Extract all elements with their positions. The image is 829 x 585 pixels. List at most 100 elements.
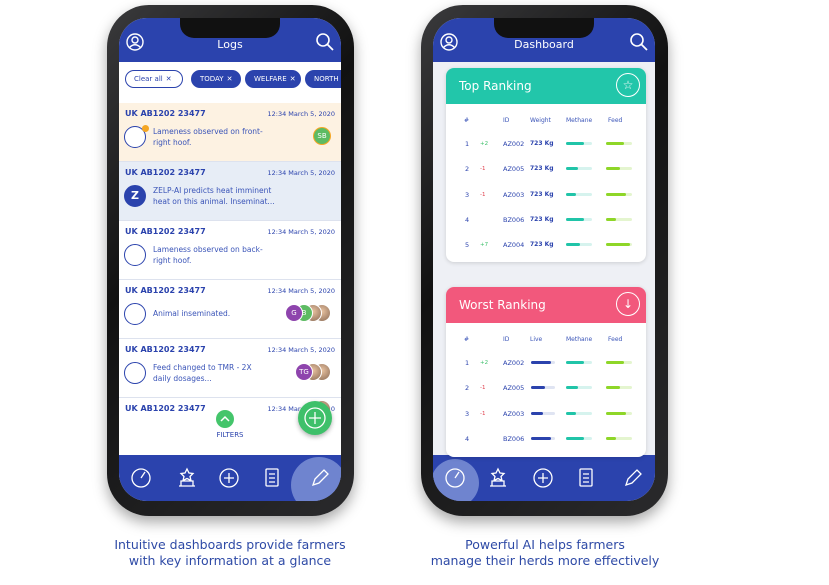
feed-bar [606,361,624,364]
column-header: # [464,117,470,124]
feed-bar [606,411,626,415]
chip-label: TODAY [200,75,224,83]
chip-close: ✕ [226,75,233,83]
card-icon: ↓ [616,292,640,316]
feed-bar [606,167,620,171]
log-time: 12:34 March 5, 2020 [267,287,336,295]
animal-id: AZ003 [503,190,525,199]
methane-track [566,386,592,390]
caption: Powerful AI helps farmers manage their he… [395,537,695,569]
animal-id: AZ002 [503,359,525,367]
log-id: UK AB1202 23477 [125,227,206,236]
animal-id: BZ006 [503,434,525,443]
methane-bar [566,361,584,364]
log-entry[interactable]: UK AB1202 23477 12:34 March 5, 2020 Lamene… [119,221,341,280]
log-id: UK AB1202 23477 [125,168,206,177]
filter-chip[interactable]: Clear all ✕ [125,70,183,88]
log-id: UK AB1202 23477 [125,109,206,118]
card-icon: ☆ [616,73,640,97]
screen: Dashboard Top Ranking ☆ # ID Weight Methane Fe… [433,18,655,501]
feed-bar [606,217,616,221]
profile-icon[interactable] [439,32,459,52]
add-button[interactable] [298,401,332,435]
methane-bar [566,217,584,221]
log-text: Lameness observed on front- [153,127,263,136]
rank: 4 [465,215,470,224]
caption-line: with key information at a glance [128,553,332,568]
column-header: # [464,336,470,343]
filter-chip[interactable]: TODAY ✕ [191,70,241,88]
log-entry[interactable]: UK AB1202 23477 12:34 March 5, 2020 Z ZELP-… [119,162,341,221]
search-icon[interactable] [629,32,649,52]
weight: 723 Kg [530,215,554,223]
methane-bar [566,436,584,440]
methane-bar [566,386,578,390]
feed-bar [606,142,624,145]
bottom-nav [433,455,655,501]
chip-label: Clear all [134,75,163,83]
log-entry[interactable]: UK AB1202 23477 12:34 March 5, 2020 Lamene… [119,103,341,162]
log-icon [124,362,146,384]
rank: 3 [465,409,470,418]
live-track [531,411,555,415]
feed-bar [606,436,616,440]
card-title: Top Ranking [459,79,532,93]
card-header [446,287,646,323]
filter-chip[interactable]: WELFARE ✕ [245,70,301,88]
log-text: daily dosages... [153,374,212,383]
notch [180,18,280,38]
log-entry[interactable]: UK AB1202 23477 12:34 March 5, 2020 Animal… [119,280,341,339]
animal-id: AZ003 [503,409,525,418]
rank-change: +2 [480,360,489,366]
log-list: UK AB1202 23477 12:34 March 5, 2020 Lamene… [119,103,341,455]
feed-bar [606,386,620,390]
rank-change: -1 [480,166,486,173]
log-text: right hoof. [153,256,192,265]
filters-label[interactable]: FILTERS [216,431,244,439]
animal-id: BZ006 [503,215,525,224]
animal-id: AZ004 [503,241,525,250]
caption-line: Intuitive dashboards provide farmers [114,537,346,552]
methane-track [566,192,592,196]
feed-bar [606,243,630,247]
column-header: ID [503,336,510,343]
header-title: Logs [217,38,243,51]
chevron [220,415,230,422]
avatar: SB [313,127,331,145]
ranking-card: Top Ranking ☆ # ID Weight Methane Feed 1 +2 AZ002… [446,68,646,262]
ranking-card: Worst Ranking ↓ # ID Live Methane Feed 1 +2 AZ002… [446,287,646,457]
rank-change: +2 [480,141,489,147]
column-header: Methane [566,117,593,124]
log-time: 12:34 March 5, 2020 [267,110,336,118]
log-text: Lameness observed on back- [153,245,263,254]
rank-change: +7 [480,242,489,249]
log-time: 12:34 March 5, 2020 [267,228,336,236]
search-icon[interactable] [315,32,335,52]
filter-chips: Clear all✕TODAY✕WELFARE✕NORTH D [119,70,341,94]
column-header: Weight [530,117,551,124]
caption: Intuitive dashboards provide farmers with… [80,537,380,569]
chip-close: ✕ [165,75,172,83]
feed-track [606,217,632,221]
rank: 2 [465,384,470,393]
rank: 4 [465,434,470,443]
feed-track [606,436,632,440]
chip-close: ✕ [289,75,296,83]
live-bar [531,386,545,390]
filter-chip[interactable]: NORTH D [305,70,341,88]
bottom-nav [119,455,341,501]
alert-dot [142,125,149,132]
live-bar [531,411,543,415]
log-entry[interactable]: UK AB1202 23477 12:34 March 5, 2020 Feed c… [119,339,341,398]
profile-icon[interactable] [125,32,145,52]
rank: 5 [465,241,470,250]
filters-toggle[interactable] [216,410,234,428]
live-bar [531,436,551,440]
weight: 723 Kg [530,241,554,249]
card-header [446,68,646,104]
column-header: Feed [608,117,623,124]
live-bar [531,361,551,364]
column-header: Feed [608,336,623,343]
methane-bar [566,142,584,145]
